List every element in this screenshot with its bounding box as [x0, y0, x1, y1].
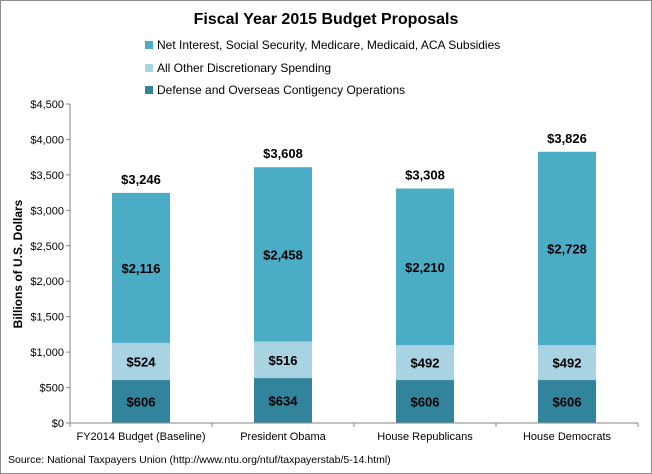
bar-segment [254, 341, 312, 379]
y-tick-label: $4,000 [30, 134, 64, 146]
bar-value-label: $2,116 [121, 261, 160, 276]
bar-value-label: $524 [127, 354, 157, 369]
y-tick-label: $0 [52, 418, 64, 430]
bar-total-label: $3,826 [547, 131, 587, 146]
bar-value-label: $606 [553, 395, 582, 410]
axes [69, 104, 639, 427]
bar-segment [396, 188, 454, 346]
y-tick-label: $1,500 [30, 312, 64, 324]
x-category-label: House Republicans [377, 431, 473, 443]
bar-segment [112, 380, 170, 423]
legend-swatch-discretionary [145, 64, 153, 72]
bar-segment [538, 380, 596, 423]
y-tick-label: $4,500 [30, 99, 64, 111]
bar-value-label: $606 [411, 395, 440, 410]
legend: Net Interest, Social Security, Medicare,… [145, 38, 500, 97]
x-category-label: FY2014 Budget (Baseline) [76, 431, 205, 443]
legend-swatch-defense [145, 86, 153, 94]
bar-value-label: $492 [411, 356, 440, 371]
bar-segment [112, 342, 170, 381]
bar-total-label: $3,608 [263, 146, 303, 161]
bars: $606 $524 $2,116 $3,246 $634 $516 $2,458 $3,608… [112, 131, 596, 423]
bar-segment [112, 192, 170, 343]
bar-value-label: $516 [269, 353, 298, 368]
bar-segment [396, 345, 454, 381]
y-tick-label: $3,500 [30, 170, 64, 182]
bar-total-label: $3,246 [121, 172, 161, 187]
x-category-label: President Obama [240, 431, 326, 443]
x-axis-labels: FY2014 Budget (Baseline) President Obama H… [76, 431, 611, 443]
y-axis-title: Billions of U.S. Dollars [11, 199, 25, 328]
y-tick-label: $3,000 [30, 205, 64, 217]
y-tick-label: $1,000 [30, 347, 64, 359]
source-note: Source: National Taxpayers Union (http:/… [8, 454, 391, 466]
bar-value-label: $2,728 [547, 241, 587, 256]
bar-value-label: $2,210 [405, 260, 445, 275]
bar-total-label: $3,308 [405, 167, 445, 182]
bar-segment [538, 151, 596, 346]
bar-value-label: $634 [269, 394, 299, 409]
bar-segment [254, 378, 312, 423]
y-tick-label: $500 [40, 383, 64, 395]
legend-label-defense: Defense and Overseas Contigency Operatio… [157, 83, 405, 97]
bar-value-label: $492 [553, 356, 582, 371]
chart-title: Fiscal Year 2015 Budget Proposals [194, 11, 459, 28]
y-tick-label: $2,500 [30, 241, 64, 253]
legend-label-mandatory: Net Interest, Social Security, Medicare,… [157, 38, 500, 52]
bar-segment [396, 380, 454, 423]
legend-swatch-mandatory [145, 41, 153, 49]
y-tick-label: $2,000 [30, 276, 64, 288]
legend-label-discretionary: All Other Discretionary Spending [157, 61, 331, 75]
x-category-label: House Democrats [523, 431, 612, 443]
bar-segment [538, 345, 596, 381]
y-axis-ticks: $0 $500 $1,000 $1,500 $2,000 $2,500 $3,000 $3,5… [30, 99, 70, 430]
bar-segment [254, 167, 312, 342]
bar-value-label: $2,458 [263, 247, 303, 262]
bar-value-label: $606 [127, 395, 156, 410]
